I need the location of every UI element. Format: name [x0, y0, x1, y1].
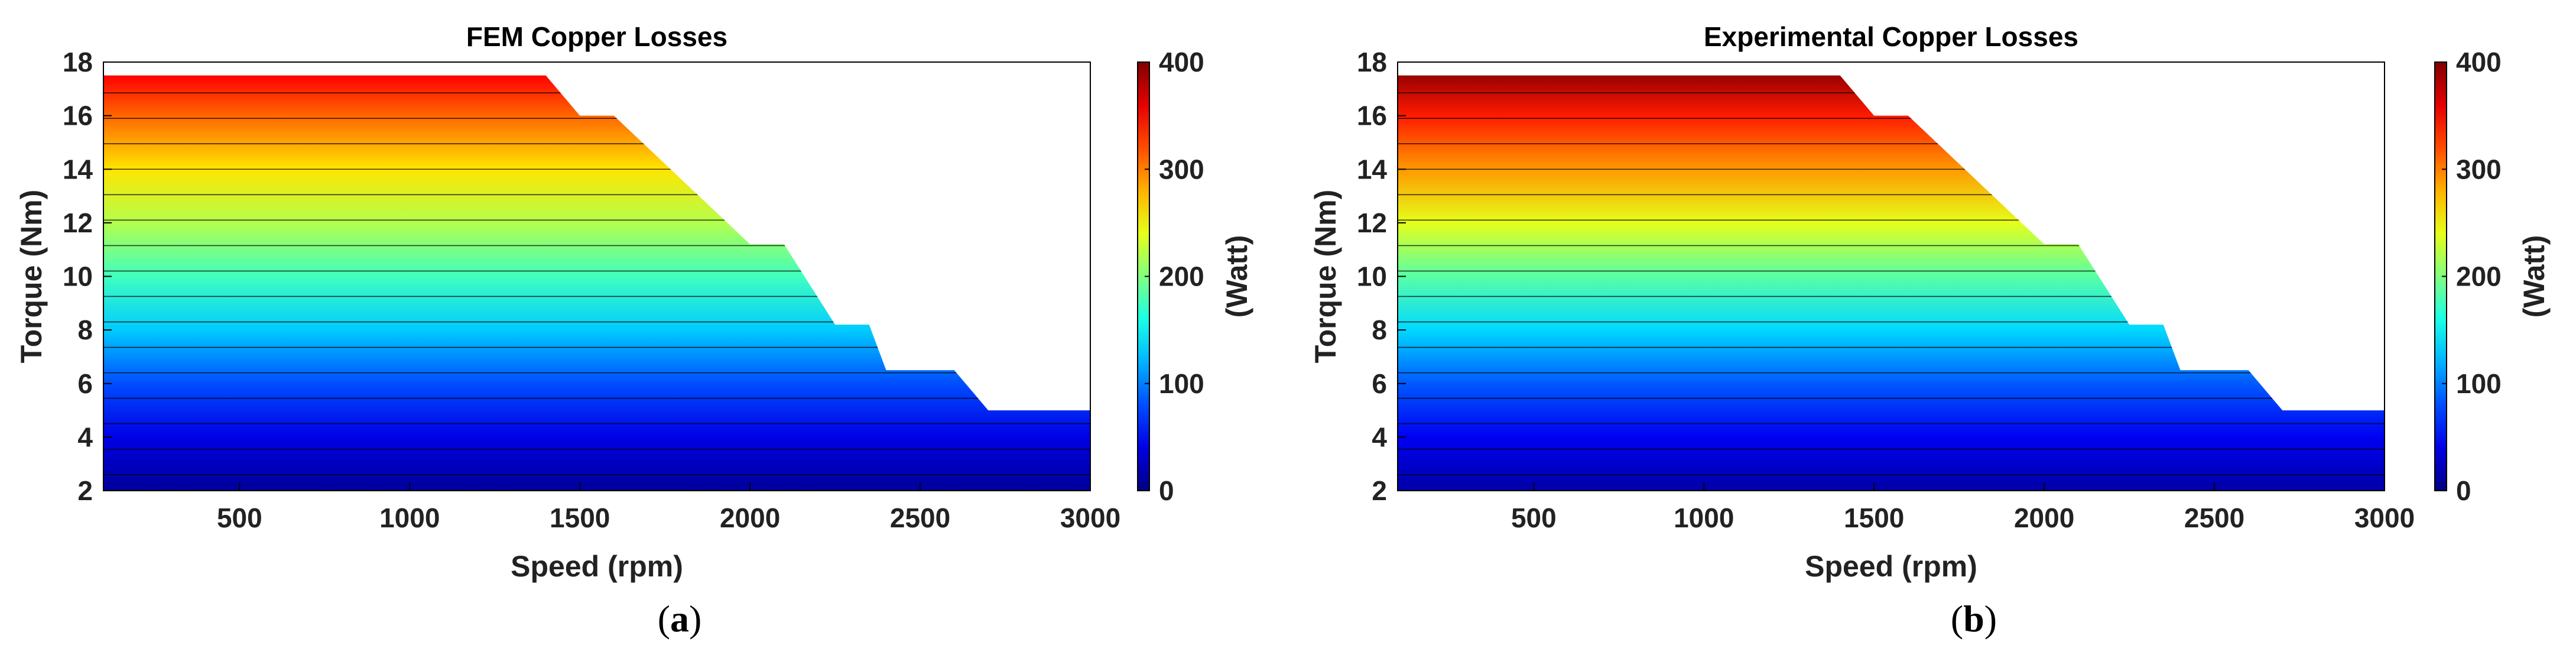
colorbar-tick-label: 400: [1159, 47, 1204, 77]
contour-fill: [103, 75, 1090, 491]
x-tick-label: 2000: [2014, 503, 2074, 533]
colorbar-tick-label: 400: [2456, 47, 2502, 77]
colorbar-tick-label: 100: [2456, 368, 2502, 399]
y-tick-label: 8: [77, 315, 93, 345]
colorbar-label: (Watt): [2517, 235, 2551, 318]
colorbar-tick-label: 300: [2456, 154, 2502, 184]
panel-a: 500 1000 1500 2000 2500 300024681012141618FEM…: [15, 21, 1253, 583]
y-tick-label: 14: [63, 154, 93, 184]
y-tick-label: 6: [77, 368, 93, 399]
y-tick-label: 4: [1372, 422, 1387, 452]
y-axis-label: Torque (Nm): [1309, 190, 1342, 363]
colorbar-tick-label: 0: [1159, 475, 1174, 506]
colorbar-tick-label: 300: [1159, 154, 1204, 184]
y-tick-label: 2: [77, 475, 93, 506]
chart-title: Experimental Copper Losses: [1704, 21, 2078, 52]
y-tick-label: 18: [1357, 47, 1387, 77]
x-tick-label: 500: [1511, 503, 1557, 533]
x-tick-label: 1000: [379, 503, 440, 533]
colorbar-tick-label: 200: [1159, 261, 1204, 292]
y-tick-label: 16: [63, 101, 93, 131]
y-axis-label: Torque (Nm): [15, 190, 48, 363]
y-tick-label: 10: [63, 261, 93, 292]
x-tick-label: 2500: [2184, 503, 2244, 533]
chart-title: FEM Copper Losses: [466, 21, 727, 52]
y-tick-label: 6: [1372, 368, 1387, 399]
x-tick-label: 3000: [1060, 503, 1120, 533]
y-tick-label: 4: [77, 422, 93, 452]
colorbar: 0 100 200 300 400 (Watt): [2434, 47, 2551, 506]
caption-a: (a): [657, 598, 702, 640]
x-axis-label: Speed (rpm): [1805, 550, 1977, 583]
colorbar-tick-label: 0: [2456, 475, 2471, 506]
y-tick-label: 14: [1357, 154, 1388, 184]
x-tick-label: 500: [217, 503, 262, 533]
colorbar-tick-label: 100: [1159, 368, 1204, 399]
y-tick-label: 18: [63, 47, 93, 77]
y-tick-label: 8: [1372, 315, 1387, 345]
x-tick-label: 1000: [1674, 503, 1734, 533]
y-tick-label: 12: [1357, 208, 1387, 238]
y-tick-label: 10: [1357, 261, 1387, 292]
colorbar-label: (Watt): [1220, 235, 1253, 318]
y-tick-label: 12: [63, 208, 93, 238]
contour-fill: [1398, 75, 2385, 491]
x-tick-label: 1500: [1844, 503, 1904, 533]
x-tick-label: 3000: [2354, 503, 2415, 533]
panel-b: 500 1000 1500 2000 2500 300024681012141618Exp…: [1309, 21, 2551, 583]
caption-b: (b): [1950, 598, 1997, 640]
colorbar-tick-label: 200: [2456, 261, 2502, 292]
caption-b-label: b: [1963, 598, 1984, 640]
caption-a-label: a: [670, 598, 689, 640]
y-tick-label: 2: [1372, 475, 1387, 506]
x-tick-label: 1500: [550, 503, 610, 533]
x-tick-label: 2000: [720, 503, 780, 533]
x-tick-label: 2500: [890, 503, 950, 533]
colorbar: 0 100 200 300 400 (Watt): [1137, 47, 1253, 506]
y-tick-label: 16: [1357, 101, 1387, 131]
x-axis-label: Speed (rpm): [511, 550, 683, 583]
